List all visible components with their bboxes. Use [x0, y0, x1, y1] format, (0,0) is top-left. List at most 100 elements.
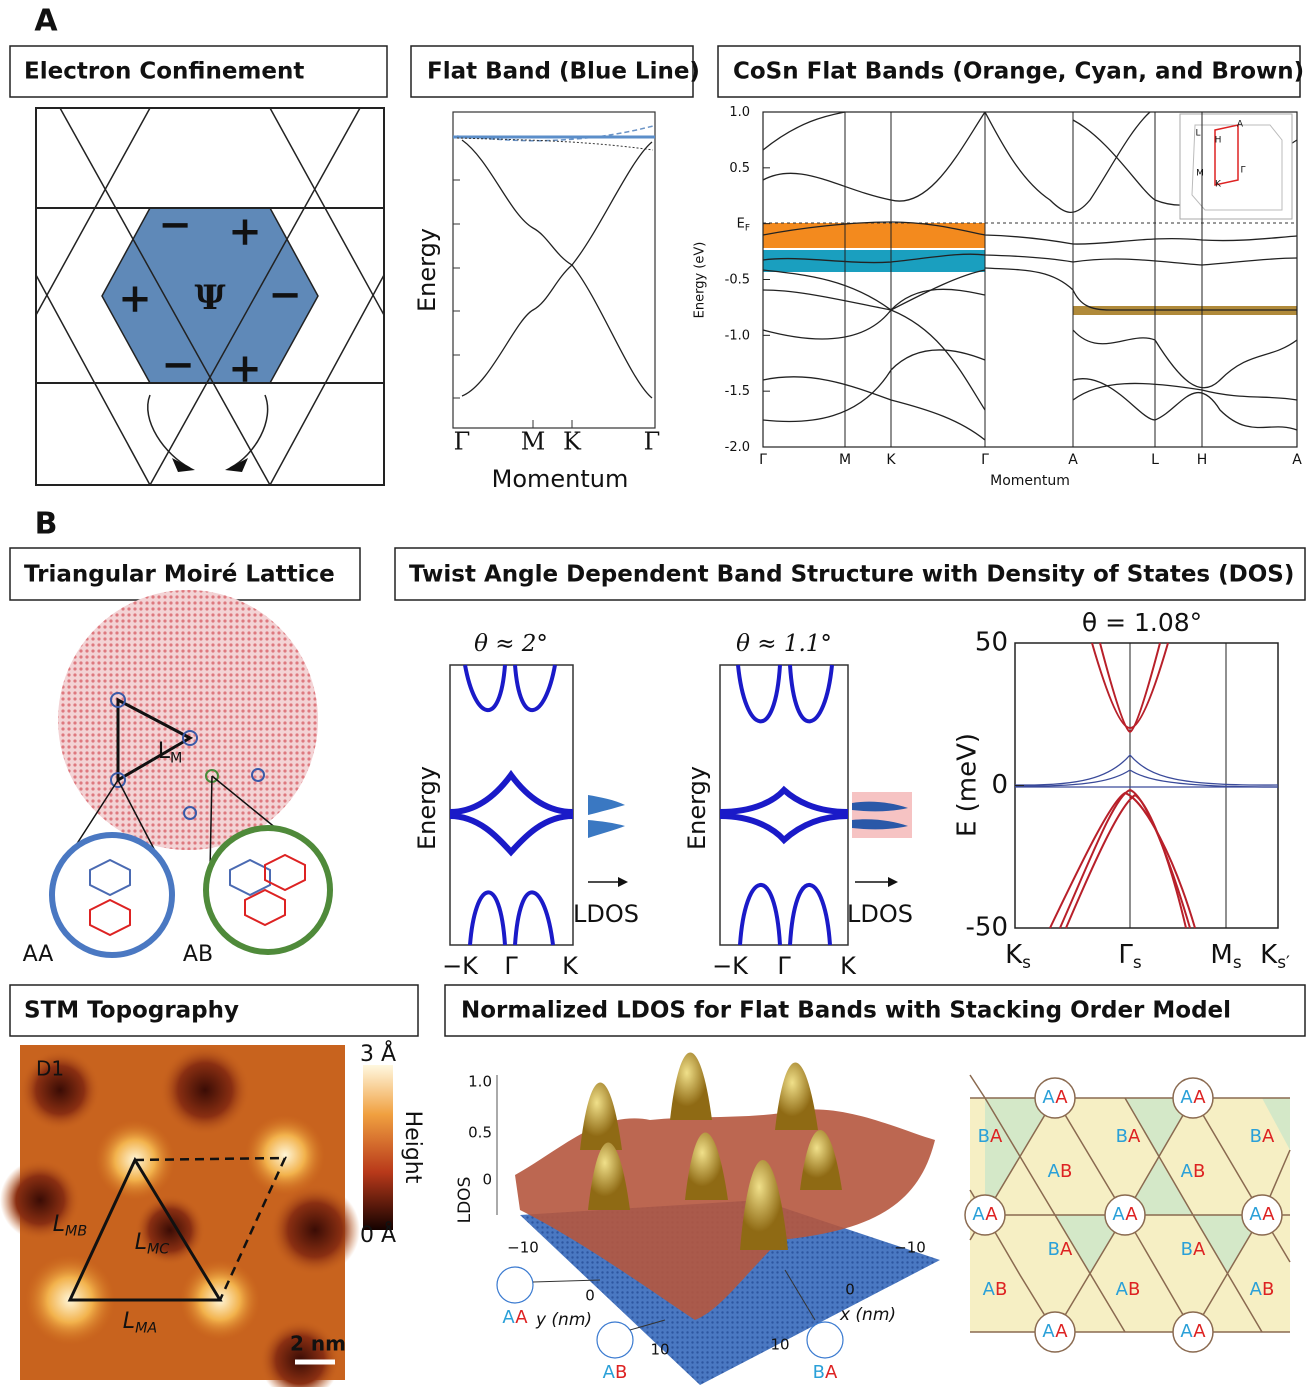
x-tick-label: 10 [770, 1336, 789, 1354]
label-main: Γ [1118, 940, 1133, 970]
inset-label: Γ [1240, 166, 1245, 176]
letter: A [983, 1279, 996, 1300]
label-sub: s′ [1277, 952, 1290, 972]
inset-label: M [1196, 169, 1204, 179]
z-tick-label: 0 [482, 1171, 492, 1189]
y-tick-label: -50 [966, 913, 1008, 943]
axis-label: Energy [683, 766, 711, 850]
letter: A [1112, 1204, 1125, 1225]
stacking-label: AA [972, 1204, 998, 1225]
label-sub: MB [65, 1224, 87, 1240]
length-label: LMA [123, 1309, 157, 1337]
letter: A [972, 1204, 985, 1225]
letter: B [615, 1362, 627, 1383]
x-tick-label: Γ [454, 428, 471, 456]
site [1034, 1077, 1076, 1119]
letter: A [1180, 1087, 1193, 1108]
letter: A [985, 1204, 998, 1225]
panel-title: Flat Band (Blue Line) [427, 59, 700, 85]
x-tick-label: Ks′ [1260, 940, 1290, 972]
stacking-label: AA [1042, 1321, 1068, 1342]
angle-label: θ ≈ 2° [474, 631, 548, 657]
letter: A [1193, 1239, 1206, 1260]
label-main: K [1005, 940, 1023, 970]
y-tick-label: 0.5 [729, 160, 750, 175]
letter: A [1249, 1204, 1262, 1225]
axis-label: E (meV) [953, 733, 983, 837]
title-box [9, 984, 419, 1037]
stacking-label: AB [183, 942, 213, 967]
panel-title: Normalized LDOS for Flat Bands with Stac… [461, 998, 1231, 1024]
x-tick-label: Γ [504, 952, 518, 980]
x-tick-label: Γ [759, 452, 767, 468]
label-main: M [1210, 940, 1232, 970]
letter: A [990, 1126, 1003, 1147]
stacking-label: AB [603, 1362, 628, 1383]
label-main: -0.5 [725, 272, 750, 287]
stacking-label: AA [23, 942, 54, 967]
stacking-label: AA [1112, 1204, 1138, 1225]
colorbar-label: 3 Å [360, 1040, 396, 1067]
stacking-label: BA [978, 1126, 1003, 1147]
length-label: LMC [135, 1230, 170, 1258]
letter: A [1055, 1087, 1068, 1108]
x-tick-label: K [562, 952, 579, 980]
y-tick-label: -1.0 [725, 328, 750, 343]
x-tick-label: H [1197, 452, 1208, 468]
letter: B [1193, 1161, 1205, 1182]
label-main: L [135, 1230, 147, 1255]
site [1172, 1311, 1214, 1353]
x-tick-label: K [886, 452, 896, 468]
letter: A [825, 1362, 838, 1383]
letter: B [1262, 1279, 1274, 1300]
image-tag: D1 [36, 1057, 64, 1081]
y-tick-label: -0.5 [725, 272, 750, 287]
sign: + [228, 345, 262, 392]
axis-label: x (nm) [839, 1305, 896, 1325]
title-box [394, 547, 1306, 601]
x-tick-label: −K [442, 952, 479, 980]
moire-drawing [49, 590, 333, 958]
x-tick-label: Γ [644, 428, 661, 456]
letter: B [995, 1279, 1007, 1300]
letter: A [1128, 1126, 1141, 1147]
stacking-label: AB [1181, 1161, 1206, 1182]
stm-image [0, 1045, 393, 1387]
panel-title: CoSn Flat Bands (Orange, Cyan, and Brown… [733, 59, 1304, 85]
label-main: L [123, 1309, 135, 1334]
y-tick-label: 0 [585, 1287, 595, 1305]
x-tick-label: L [1151, 452, 1159, 468]
letter: A [1193, 1087, 1206, 1108]
x-tick-label: A [1068, 452, 1078, 468]
letter: A [515, 1307, 528, 1328]
axis-label: LDOS [455, 1177, 475, 1224]
axis-label: y (nm) [535, 1310, 592, 1330]
stacking-label: AA [1042, 1087, 1068, 1108]
stacking-model [964, 1074, 1291, 1353]
y-tick-label: -2.0 [725, 440, 750, 455]
stacking-label: AA [1249, 1204, 1275, 1225]
stacking-label: BA [1116, 1126, 1141, 1147]
panel-letter: B [35, 507, 58, 542]
z-tick-label: 1.0 [468, 1073, 492, 1091]
label-main: 0.5 [729, 160, 750, 175]
colorbar-label: 0 Å [360, 1221, 396, 1248]
sign: − [268, 271, 302, 318]
letter: A [1055, 1321, 1068, 1342]
site [1172, 1077, 1214, 1119]
kagome-drawing [35, 107, 385, 486]
sign: − [161, 341, 195, 388]
label-sub: MC [147, 1242, 169, 1258]
x-tick-label: Γs [1118, 940, 1141, 972]
x-tick-label: −K [712, 952, 749, 980]
label-main: L [158, 739, 171, 764]
inset-label: K [1215, 180, 1222, 190]
letter: A [603, 1362, 616, 1383]
letter: B [1128, 1279, 1140, 1300]
label-sub: MA [135, 1321, 157, 1337]
y-tick-label: 0 [991, 770, 1008, 800]
plot-title: θ = 1.08° [1082, 608, 1202, 637]
axis-label: Momentum [492, 465, 629, 493]
label-sub: s [1133, 952, 1142, 972]
